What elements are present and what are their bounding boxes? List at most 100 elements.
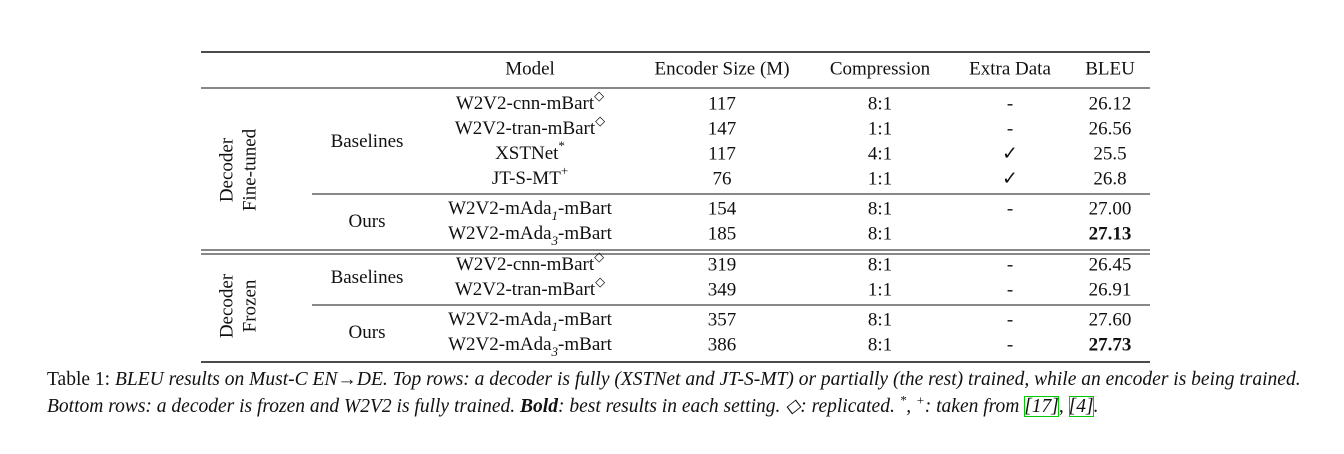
cell: 27.00 [1089, 198, 1132, 219]
caption-ref: [4] [1068, 396, 1094, 417]
model-suffix: -mBart [558, 198, 613, 219]
cell: 8:1 [868, 334, 892, 355]
model-base: W2V2-mAda [448, 223, 552, 244]
model-superscript: ◇ [594, 88, 604, 103]
cell: 4:1 [868, 143, 892, 164]
cell: 26.8 [1093, 168, 1126, 189]
group-label: Frozen [239, 279, 260, 332]
model-name: JT-S-MT+ [492, 163, 568, 189]
cell: - [1007, 279, 1013, 300]
model-suffix: -mBart [558, 334, 613, 355]
cell: ✓ [1002, 143, 1018, 164]
cell: 26.91 [1089, 279, 1132, 300]
cell: - [1007, 93, 1013, 114]
cell: 319 [708, 254, 737, 275]
caption-sup: * [899, 392, 907, 408]
cell: 349 [708, 279, 737, 300]
cell: - [1007, 118, 1013, 139]
model-superscript: ◇ [595, 274, 605, 289]
caption-sup: + [915, 392, 925, 408]
column-header: Encoder Size (M) [654, 58, 789, 79]
model-suffix: -mBart [558, 223, 613, 244]
cell: 27.73 [1089, 334, 1132, 355]
cell: 27.13 [1089, 223, 1132, 244]
model-subscript: 3 [551, 344, 559, 359]
column-header: Compression [830, 58, 931, 79]
group-label: Decoder [216, 273, 237, 338]
results-table: Model Encoder Size (M) Compression Extra Da… [201, 51, 1150, 363]
caption-italic: : best results in each setting. ◇: repli… [557, 396, 900, 417]
cell: 357 [708, 309, 737, 330]
model-base: W2V2-cnn-mBart [456, 93, 595, 114]
cell: 154 [708, 198, 737, 219]
subgroup-label: Baselines [331, 267, 404, 288]
model-name: W2V2-mAda1-mBart [448, 198, 612, 223]
subgroup-label: Ours [349, 322, 386, 343]
cell: 8:1 [868, 198, 892, 219]
model-subscript: 1 [552, 208, 559, 223]
model-name: W2V2-mAda3-mBart [448, 334, 612, 359]
model-superscript: ◇ [594, 249, 604, 264]
model-name: W2V2-cnn-mBart◇ [456, 88, 604, 114]
subgroup-label: Ours [349, 211, 386, 232]
cell: 26.45 [1089, 254, 1132, 275]
model-base: W2V2-tran-mBart [455, 279, 596, 300]
model-name: W2V2-cnn-mBart◇ [456, 249, 604, 275]
model-base: JT-S-MT [492, 168, 561, 189]
model-superscript: ◇ [595, 113, 605, 128]
caption-italic: BLEU results on Must-C EN→DE. Top rows: … [47, 369, 1301, 417]
model-base: W2V2-tran-mBart [455, 118, 596, 139]
column-header: Model [505, 58, 555, 79]
cell: 117 [708, 143, 736, 164]
cell: 1:1 [868, 118, 892, 139]
model-subscript: 3 [551, 233, 559, 248]
cell: 26.56 [1089, 118, 1132, 139]
group-label: Fine-tuned [239, 128, 260, 211]
caption-normal: Table 1: [47, 369, 115, 390]
model-base: W2V2-mAda [448, 334, 552, 355]
model-subscript: 1 [552, 319, 559, 334]
model-name: W2V2-tran-mBart◇ [455, 113, 605, 139]
caption-italic: , [906, 396, 916, 417]
cell: 8:1 [868, 309, 892, 330]
cell: ✓ [1002, 168, 1018, 189]
cell: 8:1 [868, 254, 892, 275]
cell: 1:1 [868, 168, 892, 189]
cell: - [1007, 254, 1013, 275]
model-name: W2V2-mAda1-mBart [448, 309, 612, 334]
model-base: W2V2-cnn-mBart [456, 254, 595, 275]
model-base: XSTNet [495, 143, 559, 164]
model-name: XSTNet* [495, 138, 565, 164]
caption-italic: , [1058, 396, 1069, 417]
cell: 147 [708, 118, 737, 139]
model-name: W2V2-tran-mBart◇ [455, 274, 605, 300]
group-label: Decoder [216, 137, 237, 202]
caption-ref: [17] [1024, 396, 1059, 417]
cell: 8:1 [868, 223, 892, 244]
caption: Table 1: BLEU results on Must-C EN→DE. T… [47, 366, 1309, 420]
cell: - [1007, 334, 1013, 355]
model-superscript: * [558, 138, 565, 153]
cell: 185 [708, 223, 737, 244]
cell: 386 [708, 334, 737, 355]
model-base: W2V2-mAda [448, 198, 552, 219]
cell: - [1007, 309, 1013, 330]
cell: - [1007, 198, 1013, 219]
column-header: Extra Data [969, 58, 1051, 79]
cell: 26.12 [1089, 93, 1132, 114]
cell: 8:1 [868, 93, 892, 114]
model-base: W2V2-mAda [448, 309, 552, 330]
model-superscript: + [561, 163, 568, 178]
cell: 76 [713, 168, 732, 189]
caption-italic: : taken from [924, 396, 1025, 417]
caption-bold: Bold [520, 396, 558, 417]
cell: 1:1 [868, 279, 892, 300]
subgroup-label: Baselines [331, 131, 404, 152]
caption-italic: . [1093, 396, 1099, 417]
cell: 27.60 [1089, 309, 1132, 330]
model-suffix: -mBart [558, 309, 613, 330]
cell: 25.5 [1093, 143, 1126, 164]
model-name: W2V2-mAda3-mBart [448, 223, 612, 248]
column-header: BLEU [1085, 58, 1135, 79]
